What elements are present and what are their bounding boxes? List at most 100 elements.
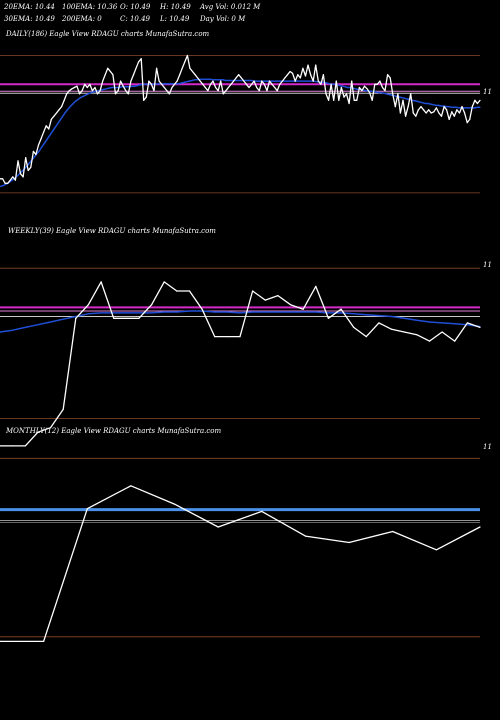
weekly-price-line-point <box>151 304 153 306</box>
daily-ema-line-point <box>370 90 372 92</box>
daily-ema-line-point <box>188 80 190 82</box>
daily-price-line-point <box>63 99 65 101</box>
daily-ema-line-point <box>194 79 196 81</box>
daily-price-line-point <box>443 106 445 108</box>
weekly-ema-line-point <box>403 317 405 319</box>
weekly-price-line-point <box>353 326 355 328</box>
daily-price-line-point <box>307 64 309 66</box>
monthly-price-line-point <box>392 530 394 533</box>
daily-ema-line-point <box>476 106 478 108</box>
daily-ema-line-point <box>419 101 421 103</box>
weekly-price-line-point <box>391 328 393 330</box>
daily-price-line-point <box>345 93 348 95</box>
daily-ema-line-point <box>456 106 458 108</box>
daily-ema-line-point <box>92 91 94 93</box>
daily-ema-line-point <box>227 79 229 82</box>
daily-price-line-point <box>120 80 122 82</box>
daily-price-line-point <box>48 128 50 130</box>
daily-ema-line-point <box>105 88 107 90</box>
daily-ema-line-point <box>77 99 79 101</box>
daily-price-line-point <box>343 96 345 98</box>
daily-ema-line-point <box>46 139 48 141</box>
daily-ema-line-point <box>274 80 276 82</box>
weekly-price-line-point <box>0 445 1 447</box>
weekly-plot <box>0 267 481 447</box>
stat-20ema: 20EMA: 10.44 <box>3 3 55 11</box>
daily-ema-line-point <box>61 116 63 118</box>
daily-ema-line-point <box>230 79 232 82</box>
stat-close: C: 10.49 <box>120 15 151 23</box>
daily-price-line-point <box>45 125 47 127</box>
daily-ema-line-point <box>53 127 56 129</box>
daily-price-line-point <box>420 106 422 108</box>
daily-price-line-point <box>268 80 271 82</box>
weekly-ema-line-point <box>365 314 367 316</box>
daily-ema-line-point <box>85 94 87 96</box>
daily-ema-line-point <box>222 79 224 81</box>
daily-price-line-point <box>235 77 237 79</box>
weekly-ema-line-point <box>252 311 254 313</box>
daily-ema-line-point <box>344 86 346 88</box>
daily-price-line-point <box>125 90 127 92</box>
monthly-tick-label: 11 <box>483 443 492 451</box>
weekly-price-line-point <box>113 317 115 319</box>
daily-price-line-point <box>217 90 219 92</box>
daily-ema-line-point <box>17 174 19 176</box>
daily-price-line-point <box>173 83 176 85</box>
daily-price-line-point <box>58 109 60 111</box>
daily-price-line-point <box>261 80 263 82</box>
monthly-plot <box>0 457 481 643</box>
daily-ema-line-point <box>214 79 216 81</box>
daily-price-line-point <box>212 80 214 82</box>
weekly-price-line-point <box>277 295 279 297</box>
daily-price-line-point <box>384 90 386 92</box>
daily-ema-line-point <box>134 85 136 87</box>
weekly-ema-line-point <box>100 312 102 314</box>
daily-price-line-point <box>292 72 294 74</box>
monthly-panel: MONTHLY(12) Eagle View RDAGU charts Muna… <box>0 427 492 643</box>
daily-price-line-point <box>325 93 327 95</box>
daily-ema-line-point <box>427 102 429 105</box>
weekly-ema-line-point <box>62 318 64 320</box>
daily-price-line-point <box>86 86 88 89</box>
daily-price-line-point <box>240 77 242 79</box>
daily-price-line-point <box>104 74 106 76</box>
daily-ema-line-point <box>98 90 100 92</box>
weekly-price-line-point <box>125 317 127 319</box>
daily-ema-line-point <box>383 92 385 94</box>
weekly-ema-line-point <box>75 315 77 318</box>
daily-price-line-point <box>284 77 286 79</box>
daily-price-line-point <box>299 77 301 79</box>
daily-price-line-point <box>333 99 335 101</box>
daily-price-line-point <box>161 83 163 85</box>
daily-ema-line-point <box>248 79 250 82</box>
daily-price-line-point <box>107 67 109 69</box>
daily-price-line-point <box>96 93 99 95</box>
weekly-price-line-point <box>416 334 418 336</box>
daily-price-line-point <box>132 74 135 76</box>
weekly-ema-line-point <box>24 326 26 328</box>
daily-price-line-point <box>430 112 432 114</box>
daily-price-line-point <box>50 118 52 120</box>
daily-ema-line-point <box>64 112 66 114</box>
weekly-ema-line-point <box>188 310 191 312</box>
daily-price-line-point <box>122 85 124 87</box>
daily-ema-line-point <box>388 93 390 96</box>
daily-price-line-point <box>73 86 75 89</box>
daily-price-line-point <box>37 144 40 146</box>
daily-price-line-point <box>9 179 11 181</box>
daily-ema-line-point <box>404 97 406 99</box>
daily-price-line-point <box>469 118 471 120</box>
daily-ema-line-point <box>290 80 292 82</box>
daily-price-line-point <box>338 99 340 101</box>
daily-ema-line-point <box>219 79 222 81</box>
daily-price-line-point <box>425 112 427 114</box>
daily-price-line-point <box>407 106 409 108</box>
daily-price-line-point <box>68 90 70 92</box>
daily-price-line-point <box>204 86 206 89</box>
weekly-ema-line-point <box>391 315 393 318</box>
daily-ema-line-point <box>27 163 30 165</box>
weekly-ema-line-point <box>264 311 266 313</box>
weekly-ema-line-point <box>151 312 153 314</box>
